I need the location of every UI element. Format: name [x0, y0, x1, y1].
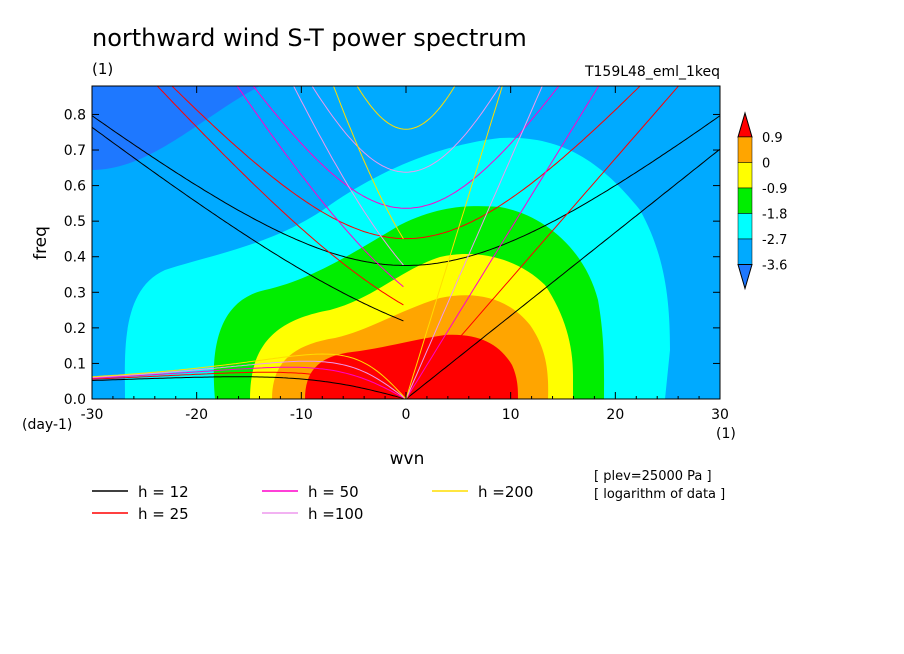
x-tick-label: 20: [606, 407, 624, 423]
x-axis-label: wvn: [390, 449, 425, 469]
y-tick-label: 0.1: [64, 356, 86, 372]
y-tick-label: 0.5: [64, 214, 86, 230]
contour-fills: [92, 86, 720, 399]
dispersion-curve-kelvin: [405, 86, 680, 399]
y-tick-label: 0.6: [64, 179, 86, 195]
y-tick-label: 0.7: [64, 143, 86, 159]
dispersion-curve-mixed-rossby-gravity: [156, 86, 404, 306]
dispersion-curve-kelvin: [405, 86, 543, 399]
annotation-log: [ logarithm of data ]: [594, 487, 725, 502]
x-tick-label: 0: [402, 407, 411, 423]
x-tick-label: -20: [185, 407, 208, 423]
dispersion-curve-kelvin: [405, 86, 600, 399]
dispersion-curve-inertia-gravity: [311, 86, 501, 173]
colorbar-top-arrow: [737, 111, 753, 138]
chart-subtitle-left: (1): [92, 60, 113, 78]
colorbar: 0.9 0 -0.9 -1.8 -2.7 -3.6: [737, 111, 787, 291]
dispersion-curves: [92, 86, 720, 399]
colorbar-label: -0.9: [762, 182, 787, 197]
x-tick-label: -10: [290, 407, 313, 423]
colorbar-label: -1.8: [762, 208, 787, 223]
axis-ticks: -30 -20 -10 0 10 20 30 0.0 0.1 0.2 0.3 0.4 0.5 0.6 0.7…: [64, 86, 729, 423]
colorbar-bottom-arrow: [737, 264, 753, 291]
legend-label: h = 50: [308, 483, 359, 501]
y-unit-label: (day-1): [22, 417, 72, 433]
legend-label: h = 12: [138, 483, 189, 501]
dispersion-curve-inertia-gravity: [92, 115, 720, 266]
colorbar-segment: [737, 136, 753, 163]
y-tick-label: 0.2: [64, 321, 86, 337]
dispersion-curve-rossby: [92, 353, 407, 399]
colorbar-label: 0.9: [762, 131, 783, 146]
colorbar-segment: [737, 213, 753, 240]
x-tick-label: -30: [81, 407, 104, 423]
colorbar-segment: [737, 187, 753, 214]
colorbar-segment: [737, 238, 753, 265]
y-axis-label: freq: [31, 226, 51, 260]
legend-label: h = 25: [138, 505, 189, 523]
legend-label: h =200: [478, 483, 533, 501]
dispersion-curve-mixed-rossby-gravity: [92, 126, 404, 322]
x-tick-label: 30: [711, 407, 729, 423]
colorbar-label: -2.7: [762, 233, 787, 248]
chart-title: northward wind S-T power spectrum: [92, 24, 527, 52]
dispersion-curve-kelvin: [405, 86, 503, 399]
colorbar-label: 0: [762, 157, 770, 172]
dispersion-curve-mixed-rossby-gravity: [236, 86, 404, 288]
colorbar-label: -3.6: [762, 259, 787, 274]
dispersion-curve-rossby: [92, 376, 407, 399]
legend-label: h =100: [308, 505, 363, 523]
dispersion-curve-inertia-gravity: [252, 86, 560, 209]
legend: h = 12 h = 25 h = 50 h =100 h =200: [92, 483, 533, 523]
y-tick-label: 0.3: [64, 285, 86, 301]
dispersion-curve-inertia-gravity: [171, 86, 641, 240]
colorbar-segment: [737, 162, 753, 189]
annotation-plev: [ plev=25000 Pa ]: [594, 469, 712, 484]
dispersion-curve-rossby: [92, 360, 407, 399]
dispersion-curve-rossby: [92, 371, 407, 399]
dispersion-curve-kelvin: [405, 148, 720, 399]
x-tick-label: 10: [502, 407, 520, 423]
x-unit-label: (1): [716, 426, 736, 442]
chart-subtitle-right: T159L48_eml_1keq: [584, 64, 720, 80]
y-tick-label: 0.4: [64, 250, 86, 266]
dispersion-curve-mixed-rossby-gravity: [293, 86, 404, 266]
dispersion-curve-inertia-gravity: [356, 86, 456, 130]
dispersion-curve-rossby: [92, 366, 407, 399]
dispersion-curve-mixed-rossby-gravity: [332, 86, 404, 240]
y-tick-label: 0.8: [64, 107, 86, 123]
y-tick-label: 0.0: [64, 392, 86, 408]
